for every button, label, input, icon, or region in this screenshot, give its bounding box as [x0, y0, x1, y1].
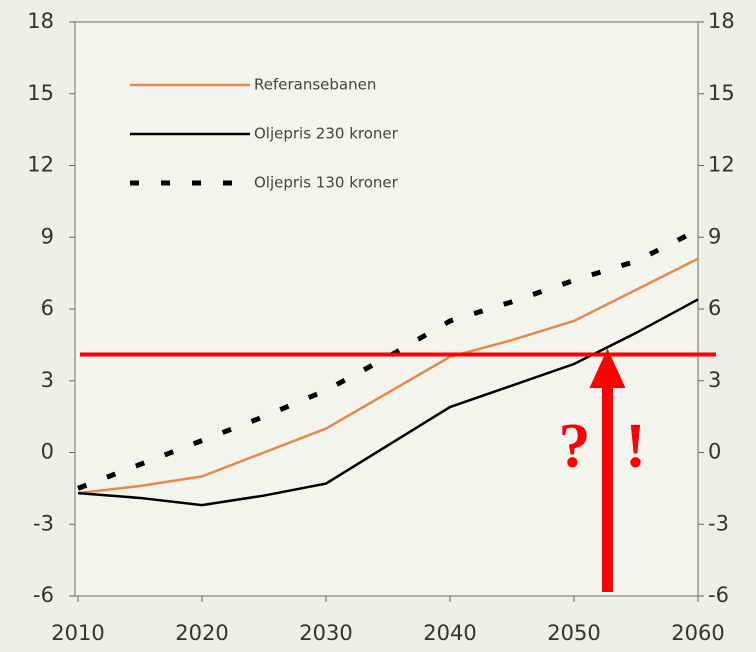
y-tick-label: 15 [27, 81, 54, 105]
x-tick-label: 2030 [299, 621, 352, 645]
legend-label: Referansebanen [254, 76, 376, 94]
legend-label: Oljepris 230 kroner [254, 125, 399, 143]
y-tick-label: 18 [27, 9, 54, 33]
x-tick-label: 2020 [175, 621, 228, 645]
y-tick-label: 0 [41, 440, 54, 464]
y-tick-label: 6 [41, 296, 54, 320]
y-tick-label: 9 [41, 224, 54, 248]
x-tick-label: 2040 [423, 621, 476, 645]
legend-label: Oljepris 130 kroner [254, 174, 399, 192]
plot-area [74, 21, 699, 597]
y2-tick-label: 15 [708, 81, 735, 105]
annotation: ? [558, 410, 590, 481]
y2-tick-label: 3 [708, 368, 721, 392]
annotation: ! [625, 410, 646, 481]
y-tick-label: 12 [27, 153, 54, 177]
y2-tick-label: 9 [708, 224, 721, 248]
arrow-head [589, 348, 626, 388]
y2-tick-label: 6 [708, 296, 721, 320]
y-tick-label: -3 [33, 511, 54, 535]
y2-tick-label: -3 [708, 511, 729, 535]
x-tick-label: 2050 [547, 621, 600, 645]
series-line [77, 257, 699, 495]
y2-tick-label: -6 [708, 583, 729, 607]
y-tick-label: -6 [33, 583, 54, 607]
series-line [77, 227, 700, 491]
x-tick-label: 2060 [671, 621, 724, 645]
y2-tick-label: 18 [708, 9, 735, 33]
y-tick-label: 3 [41, 368, 54, 392]
x-tick-label: 2010 [51, 621, 104, 645]
y2-tick-label: 0 [708, 440, 721, 464]
y2-tick-label: 12 [708, 153, 735, 177]
